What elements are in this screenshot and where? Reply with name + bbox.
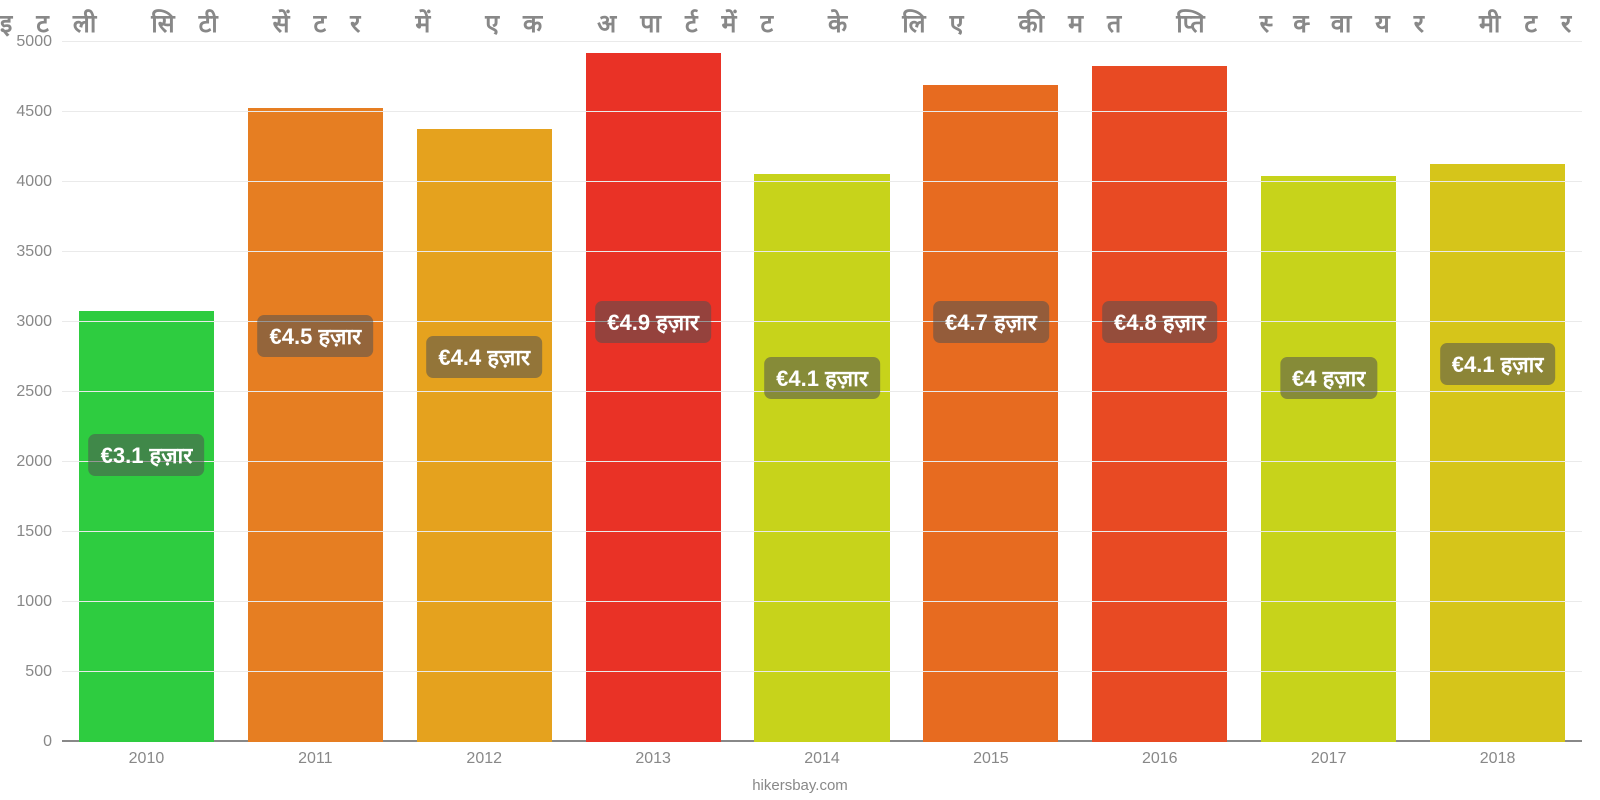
bar-value-label: €4.4 हज़ार [426,336,542,378]
bar-slot: €4 हज़ार2017 [1244,42,1413,742]
bar-value-label: €4.8 हज़ार [1102,301,1218,343]
chart-footer: hikersbay.com [0,777,1600,794]
bar-slot: €3.1 हज़ार2010 [62,42,231,742]
x-tick-label: 2016 [1142,750,1178,768]
bar [923,85,1058,742]
grid-line [62,41,1582,42]
bar-slot: €4.5 हज़ार2011 [231,42,400,742]
x-tick-label: 2014 [804,750,840,768]
bars-group: €3.1 हज़ार2010€4.5 हज़ार2011€4.4 हज़ार20… [62,42,1582,742]
bar-value-label: €4.5 हज़ार [258,315,374,357]
bar-value-label: €4.1 हज़ार [764,357,880,399]
bar-value-label: €3.1 हज़ार [89,434,205,476]
bar [754,174,889,742]
y-tick-label: 4500 [16,103,62,121]
y-tick-label: 500 [25,663,62,681]
bar [248,108,383,742]
x-tick-label: 2018 [1480,750,1516,768]
bar-value-label: €4.7 हज़ार [933,301,1049,343]
bar-slot: €4.7 हज़ार2015 [906,42,1075,742]
grid-line [62,531,1582,532]
grid-line [62,671,1582,672]
bar-value-label: €4.9 हज़ार [595,301,711,343]
y-tick-label: 3000 [16,313,62,331]
y-tick-label: 5000 [16,33,62,51]
x-tick-label: 2017 [1311,750,1347,768]
x-tick-label: 2015 [973,750,1009,768]
bar [417,129,552,742]
x-tick-label: 2013 [635,750,671,768]
bar [586,53,721,742]
y-tick-label: 2500 [16,383,62,401]
bar [79,311,214,742]
y-tick-label: 0 [43,733,62,751]
y-tick-label: 1000 [16,593,62,611]
bar-slot: €4.1 हज़ार2018 [1413,42,1582,742]
bar-slot: €4.8 हज़ार2016 [1075,42,1244,742]
bar [1092,66,1227,742]
x-tick-label: 2010 [129,750,165,768]
y-tick-label: 3500 [16,243,62,261]
y-tick-label: 1500 [16,523,62,541]
grid-line [62,601,1582,602]
grid-line [62,251,1582,252]
chart-container: इटली सिटी सेंटर में एक अपार्टमेंट के लिए… [0,0,1600,800]
grid-line [62,111,1582,112]
bar-slot: €4.4 हज़ार2012 [400,42,569,742]
y-tick-label: 2000 [16,453,62,471]
bar [1261,176,1396,742]
grid-line [62,181,1582,182]
y-tick-label: 4000 [16,173,62,191]
x-tick-label: 2011 [298,750,332,768]
bar-slot: €4.1 हज़ार2014 [738,42,907,742]
plot-area: €3.1 हज़ार2010€4.5 हज़ार2011€4.4 हज़ार20… [62,42,1582,742]
x-tick-label: 2012 [466,750,502,768]
bar-value-label: €4 हज़ार [1280,357,1377,399]
grid-line [62,461,1582,462]
bar-value-label: €4.1 हज़ार [1440,343,1556,385]
bar-slot: €4.9 हज़ार2013 [569,42,738,742]
chart-title: इटली सिटी सेंटर में एक अपार्टमेंट के लिए… [0,6,1600,40]
